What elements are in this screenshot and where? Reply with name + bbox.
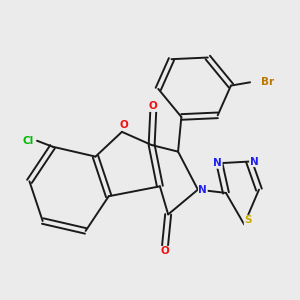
Text: Cl: Cl bbox=[22, 136, 33, 146]
Text: N: N bbox=[213, 158, 222, 168]
Text: O: O bbox=[149, 101, 158, 111]
Text: O: O bbox=[160, 246, 169, 256]
Text: S: S bbox=[244, 215, 252, 225]
Text: N: N bbox=[250, 157, 258, 166]
Text: Br: Br bbox=[261, 77, 274, 87]
Text: O: O bbox=[119, 120, 128, 130]
Text: N: N bbox=[199, 184, 207, 195]
